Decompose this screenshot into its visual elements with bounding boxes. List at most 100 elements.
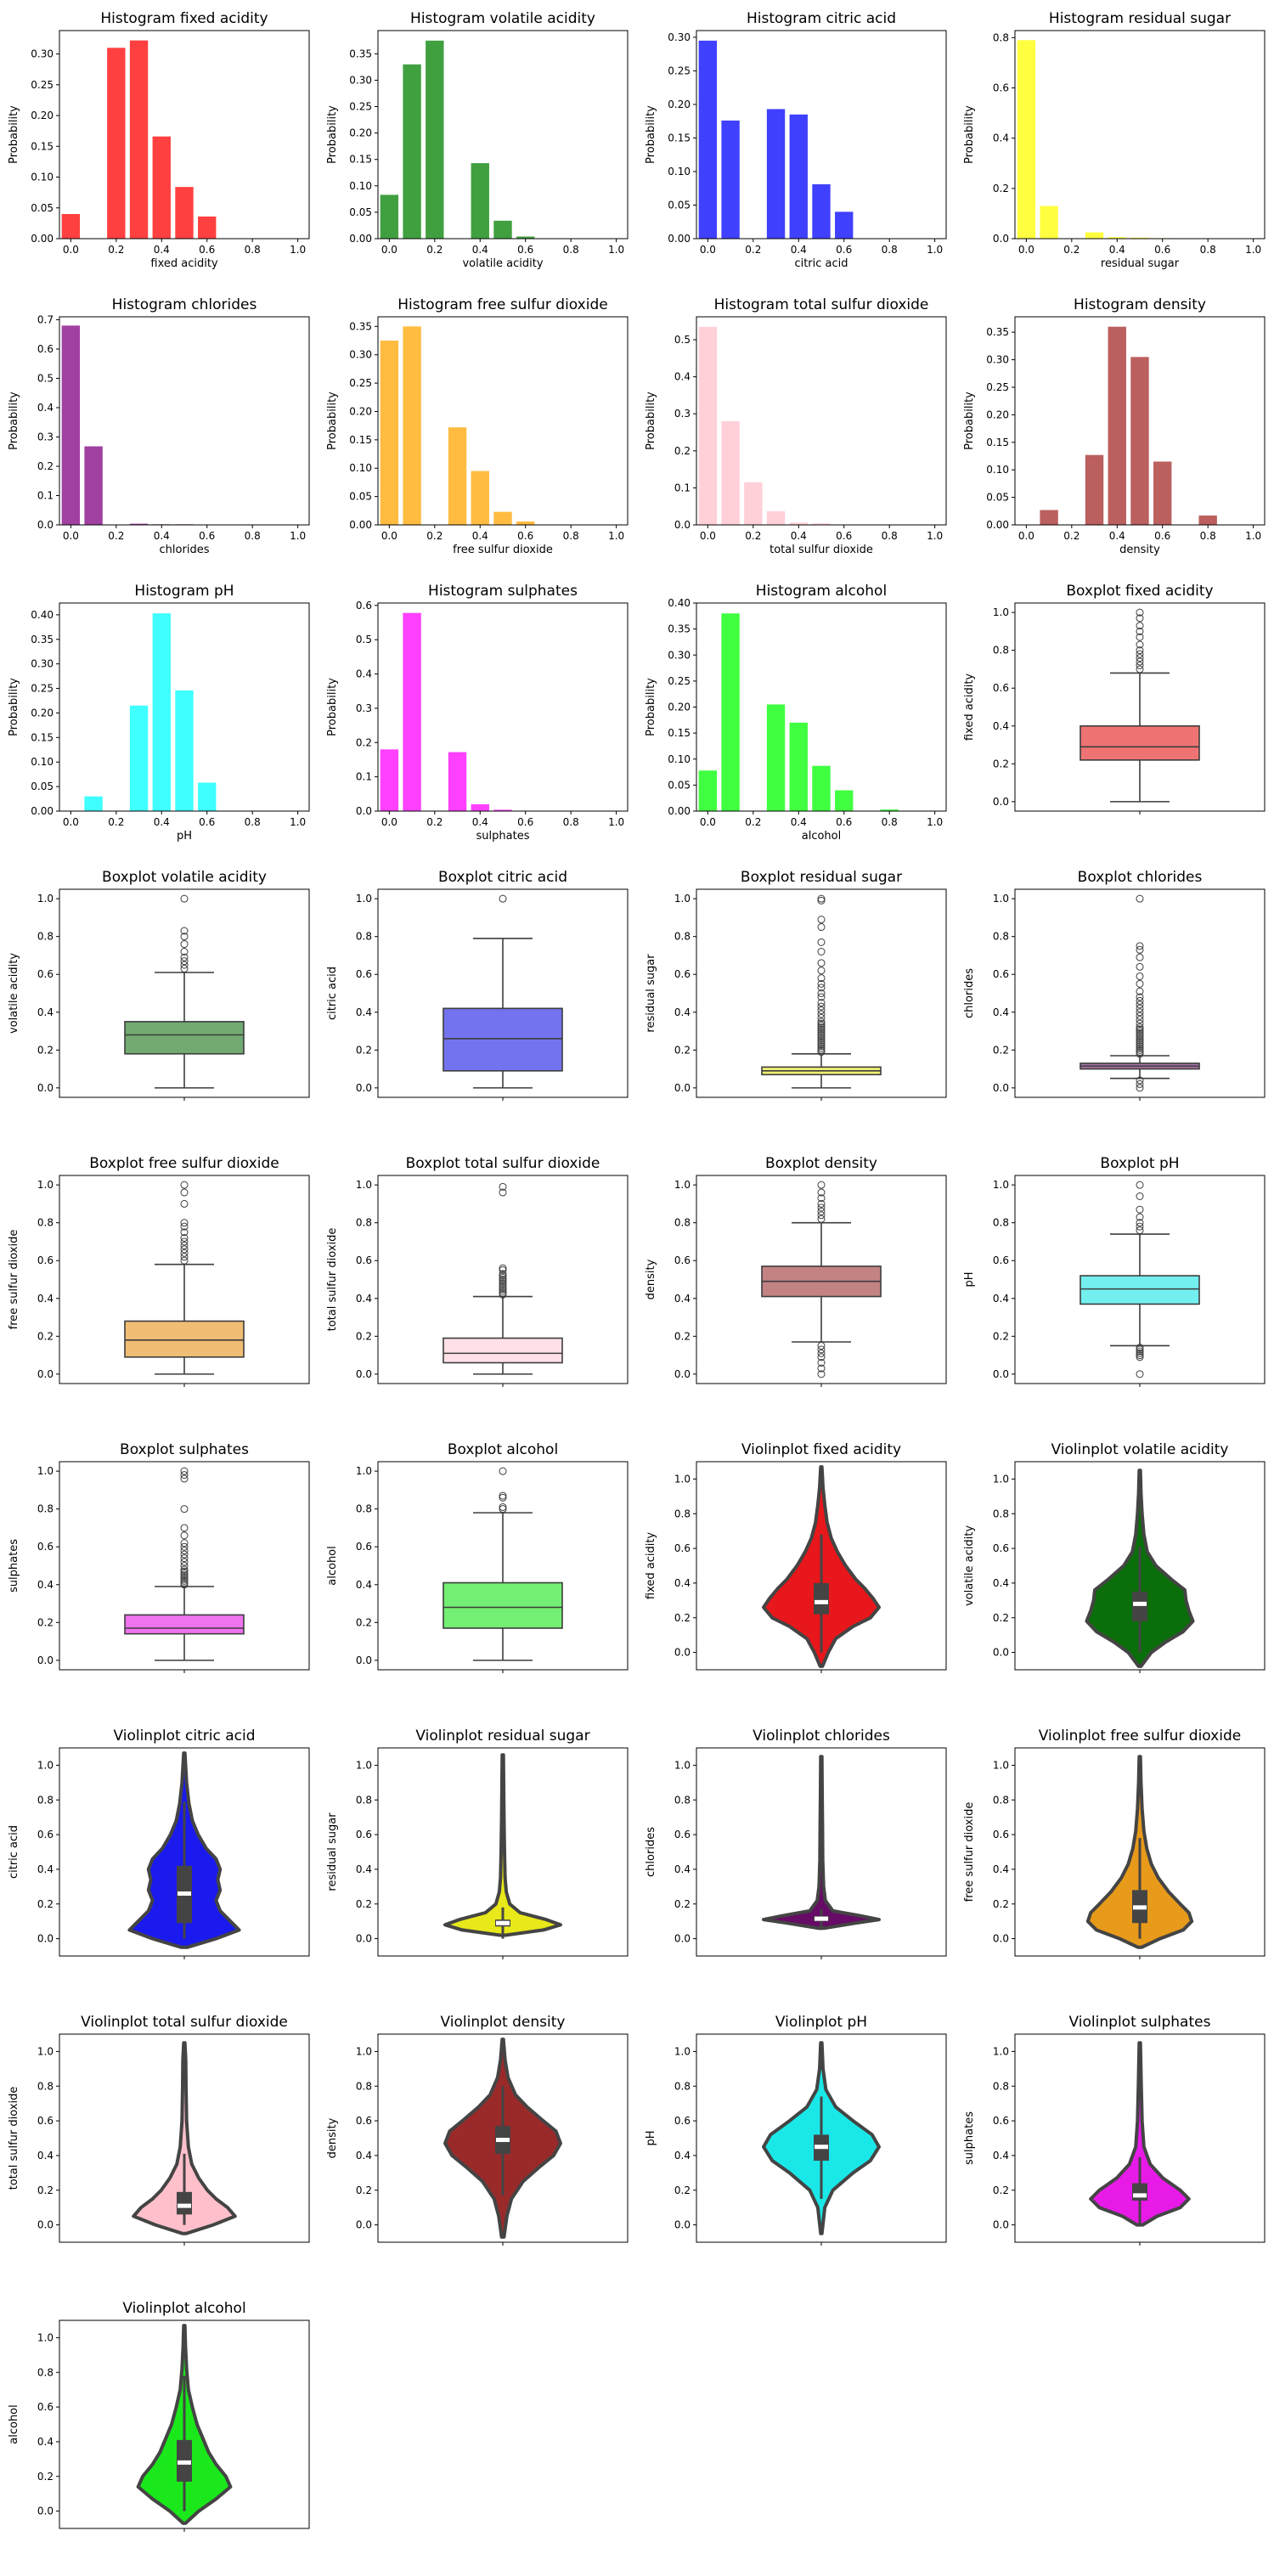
y-axis-label: Probability (8, 678, 20, 736)
outlier-point (180, 894, 189, 903)
y-tick-label: 0.5 (674, 334, 691, 346)
histogram-bar (835, 211, 854, 239)
y-axis-label: pH (645, 2130, 657, 2145)
chart-title: Boxplot fixed acidity (1066, 583, 1213, 600)
plot-frame (59, 1175, 310, 1384)
box-iqr (1080, 1275, 1200, 1305)
y-tick-label: 0.8 (993, 2080, 1009, 2092)
outlier-point (817, 896, 826, 905)
y-tick-label: 0.8 (674, 2080, 691, 2092)
outlier-point (499, 1265, 507, 1274)
y-tick-label: 0.8 (356, 1217, 372, 1229)
chart-svg: Violinplot pH pH 0.0 0.2 0.4 0.6 0.8 1.0 (645, 2014, 947, 2246)
y-tick-label: 0.35 (31, 634, 54, 645)
chart-title: Violinplot free sulfur dioxide (1039, 1728, 1241, 1745)
violin-body (1089, 2041, 1191, 2227)
y-axis-label: citric acid (8, 1825, 20, 1879)
outlier-point (1136, 894, 1144, 903)
y-tick-label: 0.4 (37, 402, 54, 414)
x-tick-label: 0.0 (63, 816, 79, 828)
y-tick-label: 1.0 (993, 1759, 1009, 1771)
chart-title: Violinplot alcohol (122, 2300, 245, 2317)
chart-title: Violinplot density (441, 2014, 566, 2031)
chart-svg: Boxplot citric acid citric acid 0.0 0.2 0.4 0… (326, 869, 629, 1101)
y-tick-label: 0.25 (31, 683, 54, 695)
chart-panel: Histogram alcohol Probability 0.00 0.05 0.10… (637, 572, 956, 859)
plot-frame (377, 2033, 629, 2243)
y-tick-label: 0.2 (993, 758, 1009, 769)
y-tick-label: 0.8 (674, 1508, 691, 1519)
outlier-point (180, 1467, 189, 1475)
outlier-point (817, 1019, 826, 1028)
y-tick-label: 0.4 (356, 2150, 372, 2162)
y-tick-label: 0.4 (674, 1577, 691, 1589)
y-tick-label: 0.25 (31, 79, 54, 91)
x-tick-label: 0.0 (700, 244, 716, 256)
x-tick-label: 0.2 (745, 244, 761, 256)
y-tick-label: 0.4 (37, 2436, 54, 2448)
y-tick-label: 1.0 (356, 1465, 372, 1477)
x-tick-label: 0.6 (1154, 244, 1170, 256)
chart-svg: Boxplot residual sugar residual sugar 0.0 0… (645, 869, 947, 1101)
y-tick-label: 0.20 (349, 405, 372, 417)
y-tick-label: 0.0 (37, 1933, 54, 1945)
box-iqr (124, 1320, 245, 1358)
chart-svg: Boxplot volatile acidity volatile acidity… (8, 869, 310, 1101)
outlier-point (817, 1207, 826, 1215)
histogram-bar (61, 214, 81, 239)
y-tick-label: 0.6 (993, 1254, 1009, 1266)
x-axis-label: alcohol (802, 830, 841, 843)
chart-title: Histogram citric acid (747, 10, 896, 27)
chart-svg: Histogram total sulfur dioxide Probabilit… (645, 296, 947, 556)
outlier-point (1136, 1016, 1144, 1024)
y-tick-label: 0.4 (993, 1863, 1009, 1875)
y-tick-label: 0.30 (31, 658, 54, 670)
chart-title: Histogram alcohol (756, 583, 887, 600)
x-tick-label: 0.4 (154, 816, 170, 828)
y-axis-label: citric acid (326, 967, 339, 1020)
outlier-point (817, 938, 826, 946)
y-tick-label: 0.25 (986, 381, 1009, 393)
chart-panel: Violinplot volatile acidity volatile acid… (956, 1431, 1274, 1717)
outlier-point (180, 1579, 189, 1587)
y-axis-label: Probability (8, 392, 20, 450)
y-axis-label: Probability (326, 392, 339, 450)
histogram-bar (493, 220, 512, 239)
histogram-bar (152, 136, 171, 239)
chart-title: Boxplot pH (1100, 1155, 1179, 1172)
outlier-point (817, 1029, 826, 1037)
chart-title: Boxplot total sulfur dioxide (406, 1155, 600, 1172)
chart-panel: Histogram residual sugar Probability 0.0 0.… (956, 0, 1274, 286)
violin-median-marker (178, 1891, 191, 1896)
outlier-point (1136, 987, 1144, 995)
outlier-point (180, 1188, 189, 1197)
outlier-point (817, 1188, 826, 1197)
x-tick-label: 1.0 (608, 530, 624, 542)
chart-svg: Histogram pH Probability 0.00 0.05 0.10 0.15 0… (8, 583, 310, 843)
chart-panel: Violinplot fixed acidity fixed acidity 0.0… (637, 1431, 956, 1717)
y-tick-label: 1.0 (993, 1473, 1009, 1485)
y-axis-label: fixed acidity (645, 1532, 657, 1600)
outlier-point (1136, 654, 1144, 662)
outlier-point (1136, 979, 1144, 988)
y-axis-label: Probability (645, 392, 657, 450)
y-tick-label: 0.15 (986, 437, 1009, 448)
y-tick-label: 0.6 (356, 600, 372, 612)
outlier-point (1136, 1205, 1144, 1214)
y-tick-label: 0.00 (31, 805, 54, 817)
chart-title: Violinplot pH (775, 2014, 867, 2031)
x-axis-label: pH (177, 830, 192, 843)
x-tick-label: 0.4 (791, 816, 807, 828)
outlier-point (180, 1524, 189, 1532)
outlier-point (1136, 1213, 1144, 1221)
y-axis-label: total sulfur dioxide (326, 1228, 339, 1332)
chart-svg: Violinplot total sulfur dioxide total sul… (8, 2014, 310, 2246)
y-tick-label: 0.20 (349, 127, 372, 139)
y-tick-label: 0.2 (356, 736, 372, 748)
y-tick-label: 0.6 (674, 1542, 691, 1554)
chart-panel: Violinplot density density 0.0 0.2 0.4 0.6 0.8… (318, 2004, 637, 2290)
outlier-point (817, 1042, 826, 1051)
violin-iqr-box (1132, 2183, 1147, 2201)
chart-svg: Histogram residual sugar Probability 0.0 0.… (963, 10, 1266, 270)
